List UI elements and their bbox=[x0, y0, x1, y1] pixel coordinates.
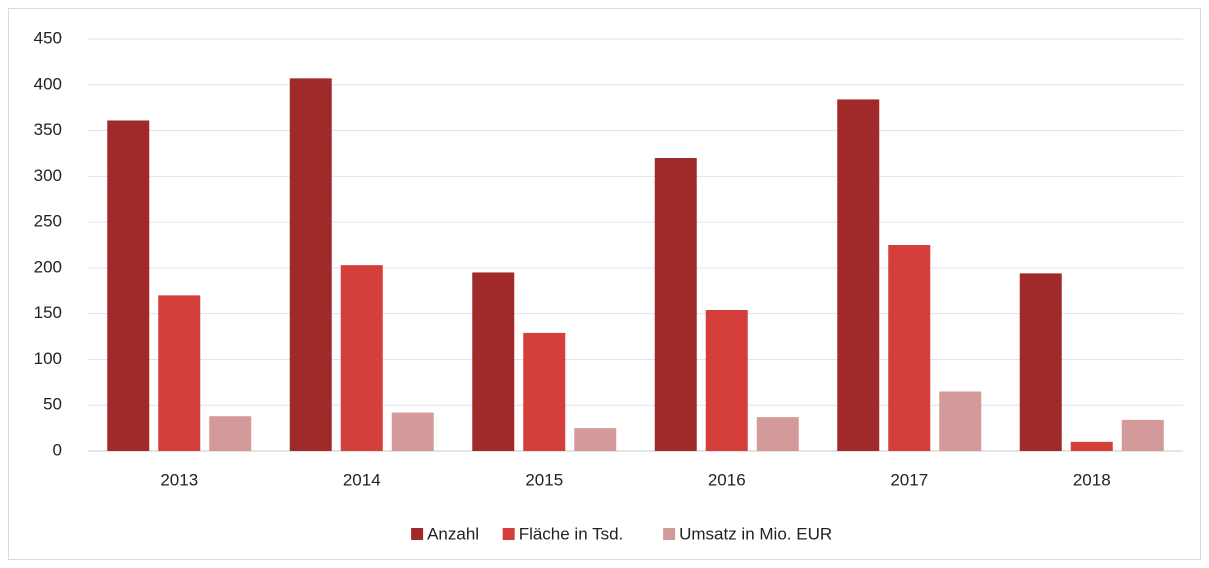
x-tick-label: 2015 bbox=[525, 470, 563, 489]
legend-label: Umsatz in Mio. EUR bbox=[679, 524, 832, 543]
bar bbox=[107, 120, 150, 452]
bar bbox=[472, 272, 515, 451]
bar bbox=[654, 158, 697, 451]
bar bbox=[574, 428, 617, 451]
bar bbox=[158, 295, 201, 451]
legend-label: Anzahl bbox=[427, 524, 479, 543]
bar bbox=[1070, 441, 1113, 451]
bar bbox=[837, 99, 880, 451]
legend-label: Fläche in Tsd. bbox=[519, 524, 624, 543]
x-tick-label: 2017 bbox=[890, 470, 928, 489]
bar bbox=[888, 245, 931, 451]
bar bbox=[289, 78, 332, 451]
bar bbox=[1121, 419, 1164, 451]
legend-swatch bbox=[411, 528, 424, 540]
bar bbox=[705, 310, 748, 451]
y-tick-label: 350 bbox=[34, 120, 62, 139]
bar bbox=[209, 416, 252, 451]
y-tick-label: 300 bbox=[34, 166, 62, 185]
y-tick-label: 50 bbox=[43, 395, 62, 414]
legend-swatch bbox=[502, 528, 515, 540]
chart-frame bbox=[8, 8, 1201, 560]
bar bbox=[756, 417, 799, 451]
y-tick-label: 250 bbox=[34, 212, 62, 231]
bar bbox=[391, 412, 434, 451]
y-tick-label: 450 bbox=[34, 28, 62, 47]
bar bbox=[523, 332, 566, 451]
legend-swatch bbox=[663, 528, 676, 540]
x-tick-label: 2014 bbox=[343, 470, 381, 489]
x-tick-label: 2016 bbox=[708, 470, 746, 489]
bar bbox=[340, 265, 383, 451]
bar bbox=[1019, 273, 1062, 451]
bar bbox=[939, 391, 982, 451]
y-tick-label: 0 bbox=[53, 440, 62, 459]
y-tick-label: 200 bbox=[34, 257, 62, 276]
y-tick-label: 100 bbox=[34, 349, 62, 368]
x-tick-label: 2013 bbox=[160, 470, 198, 489]
y-tick-label: 150 bbox=[34, 303, 62, 322]
y-tick-label: 400 bbox=[34, 74, 62, 93]
x-tick-label: 2018 bbox=[1073, 470, 1111, 489]
